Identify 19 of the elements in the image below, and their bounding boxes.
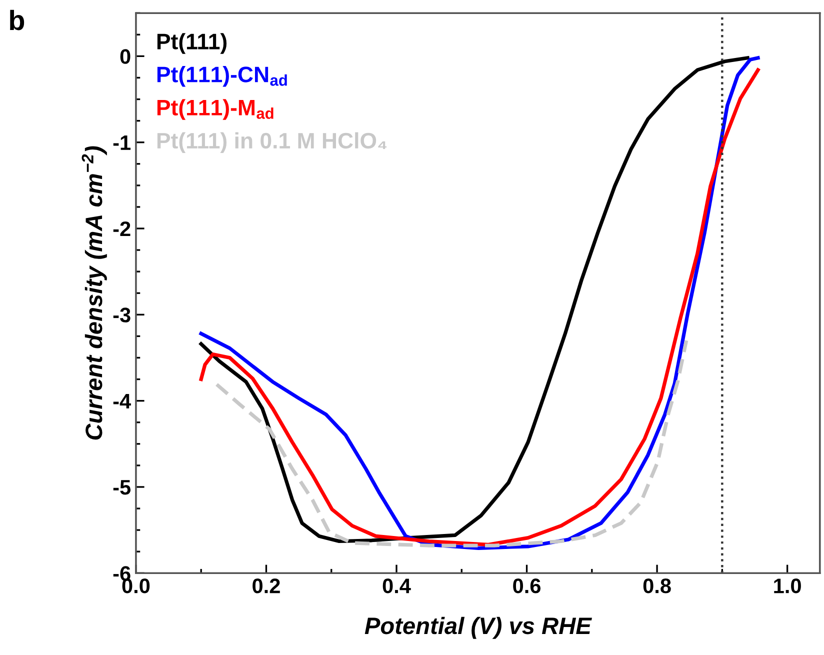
- x-tick-label: 0.0: [122, 578, 150, 594]
- x-tick-label: 0.2: [252, 578, 280, 594]
- text: Pt(111)-CN$_{ad}$: [157, 66, 287, 87]
- line-series: [214, 338, 688, 548]
- x-tick-label: 0.4: [382, 578, 411, 594]
- y-tick-label: -3: [113, 308, 130, 322]
- y-tick-label: -4: [113, 394, 131, 408]
- text: Pt(111)-M$_{ad}$: [157, 99, 274, 120]
- y-tick-label: -2: [113, 221, 130, 236]
- x-tick-label: 1.0: [774, 578, 801, 594]
- x-tick-label: 0.6: [513, 578, 540, 594]
- chart-title: b: [10, 10, 24, 30]
- x-tick-label: 0.8: [643, 578, 671, 594]
- x-axis-title: Potential (V) vs RHE: [364, 616, 592, 639]
- y-tick-label: -1: [113, 136, 131, 150]
- y-tick-label: 0: [120, 49, 130, 64]
- y-tick-label: -5: [113, 480, 131, 495]
- y-axis-title: Current density (mA cm$^{−2}$): [82, 146, 107, 440]
- text: Pt(111): [157, 33, 227, 54]
